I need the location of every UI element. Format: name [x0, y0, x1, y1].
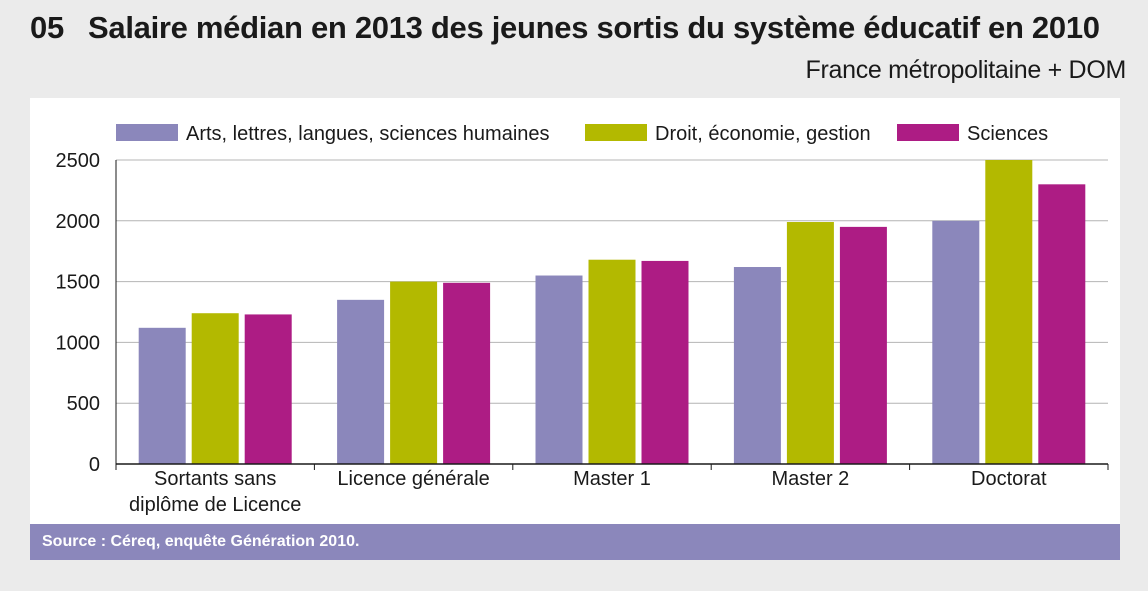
bar	[390, 281, 438, 464]
bar	[588, 259, 636, 464]
legend-swatch	[585, 124, 647, 141]
bar	[733, 267, 781, 464]
legend-label: Sciences	[967, 123, 1048, 145]
bar	[535, 275, 583, 464]
x-tick-label: Master 1	[573, 468, 651, 490]
legend: Arts, lettres, langues, sciences humaine…	[116, 123, 1048, 145]
bar	[932, 220, 980, 464]
legend-label: Droit, économie, gestion	[655, 123, 871, 145]
bar	[786, 222, 834, 464]
y-tick-label: 2500	[56, 150, 101, 172]
x-axis: Sortants sans diplôme de Licence Licence g…	[115, 463, 1109, 516]
source-note: Source : Céreq, enquête Génération 2010.	[30, 524, 1120, 560]
y-tick-label: 2000	[56, 211, 101, 233]
y-tick-label: 1000	[56, 332, 101, 354]
x-tick-label: diplôme de Licence	[129, 494, 301, 516]
bar	[244, 314, 292, 464]
x-tick-label: Sortants sans	[154, 468, 276, 490]
bar	[443, 282, 491, 464]
bar	[191, 313, 239, 464]
x-tick-label: Master 2	[771, 468, 849, 490]
x-tick-label: Licence générale	[337, 468, 489, 490]
y-tick-label: 500	[67, 393, 100, 415]
bars	[138, 160, 1086, 464]
legend-swatch	[116, 124, 178, 141]
bar	[337, 299, 385, 464]
figure-number: 05	[30, 10, 64, 45]
bar	[641, 260, 689, 464]
bar	[985, 160, 1033, 464]
bar	[1038, 184, 1086, 464]
x-tick-label: Doctorat	[971, 468, 1047, 490]
bar	[839, 226, 887, 464]
y-tick-label: 1500	[56, 272, 101, 294]
legend-swatch	[897, 124, 959, 141]
y-tick-label: 0	[89, 454, 100, 476]
legend-label: Arts, lettres, langues, sciences humaine…	[186, 123, 550, 145]
y-axis: 0 500 1000 1500 2000 2500	[56, 150, 117, 476]
chart-title: 05 Salaire médian en 2013 des jeunes sort…	[30, 10, 1100, 46]
chart-subtitle: France métropolitaine + DOM	[805, 56, 1126, 84]
bar	[138, 327, 186, 464]
chart-title-text: Salaire médian en 2013 des jeunes sortis…	[88, 10, 1100, 45]
